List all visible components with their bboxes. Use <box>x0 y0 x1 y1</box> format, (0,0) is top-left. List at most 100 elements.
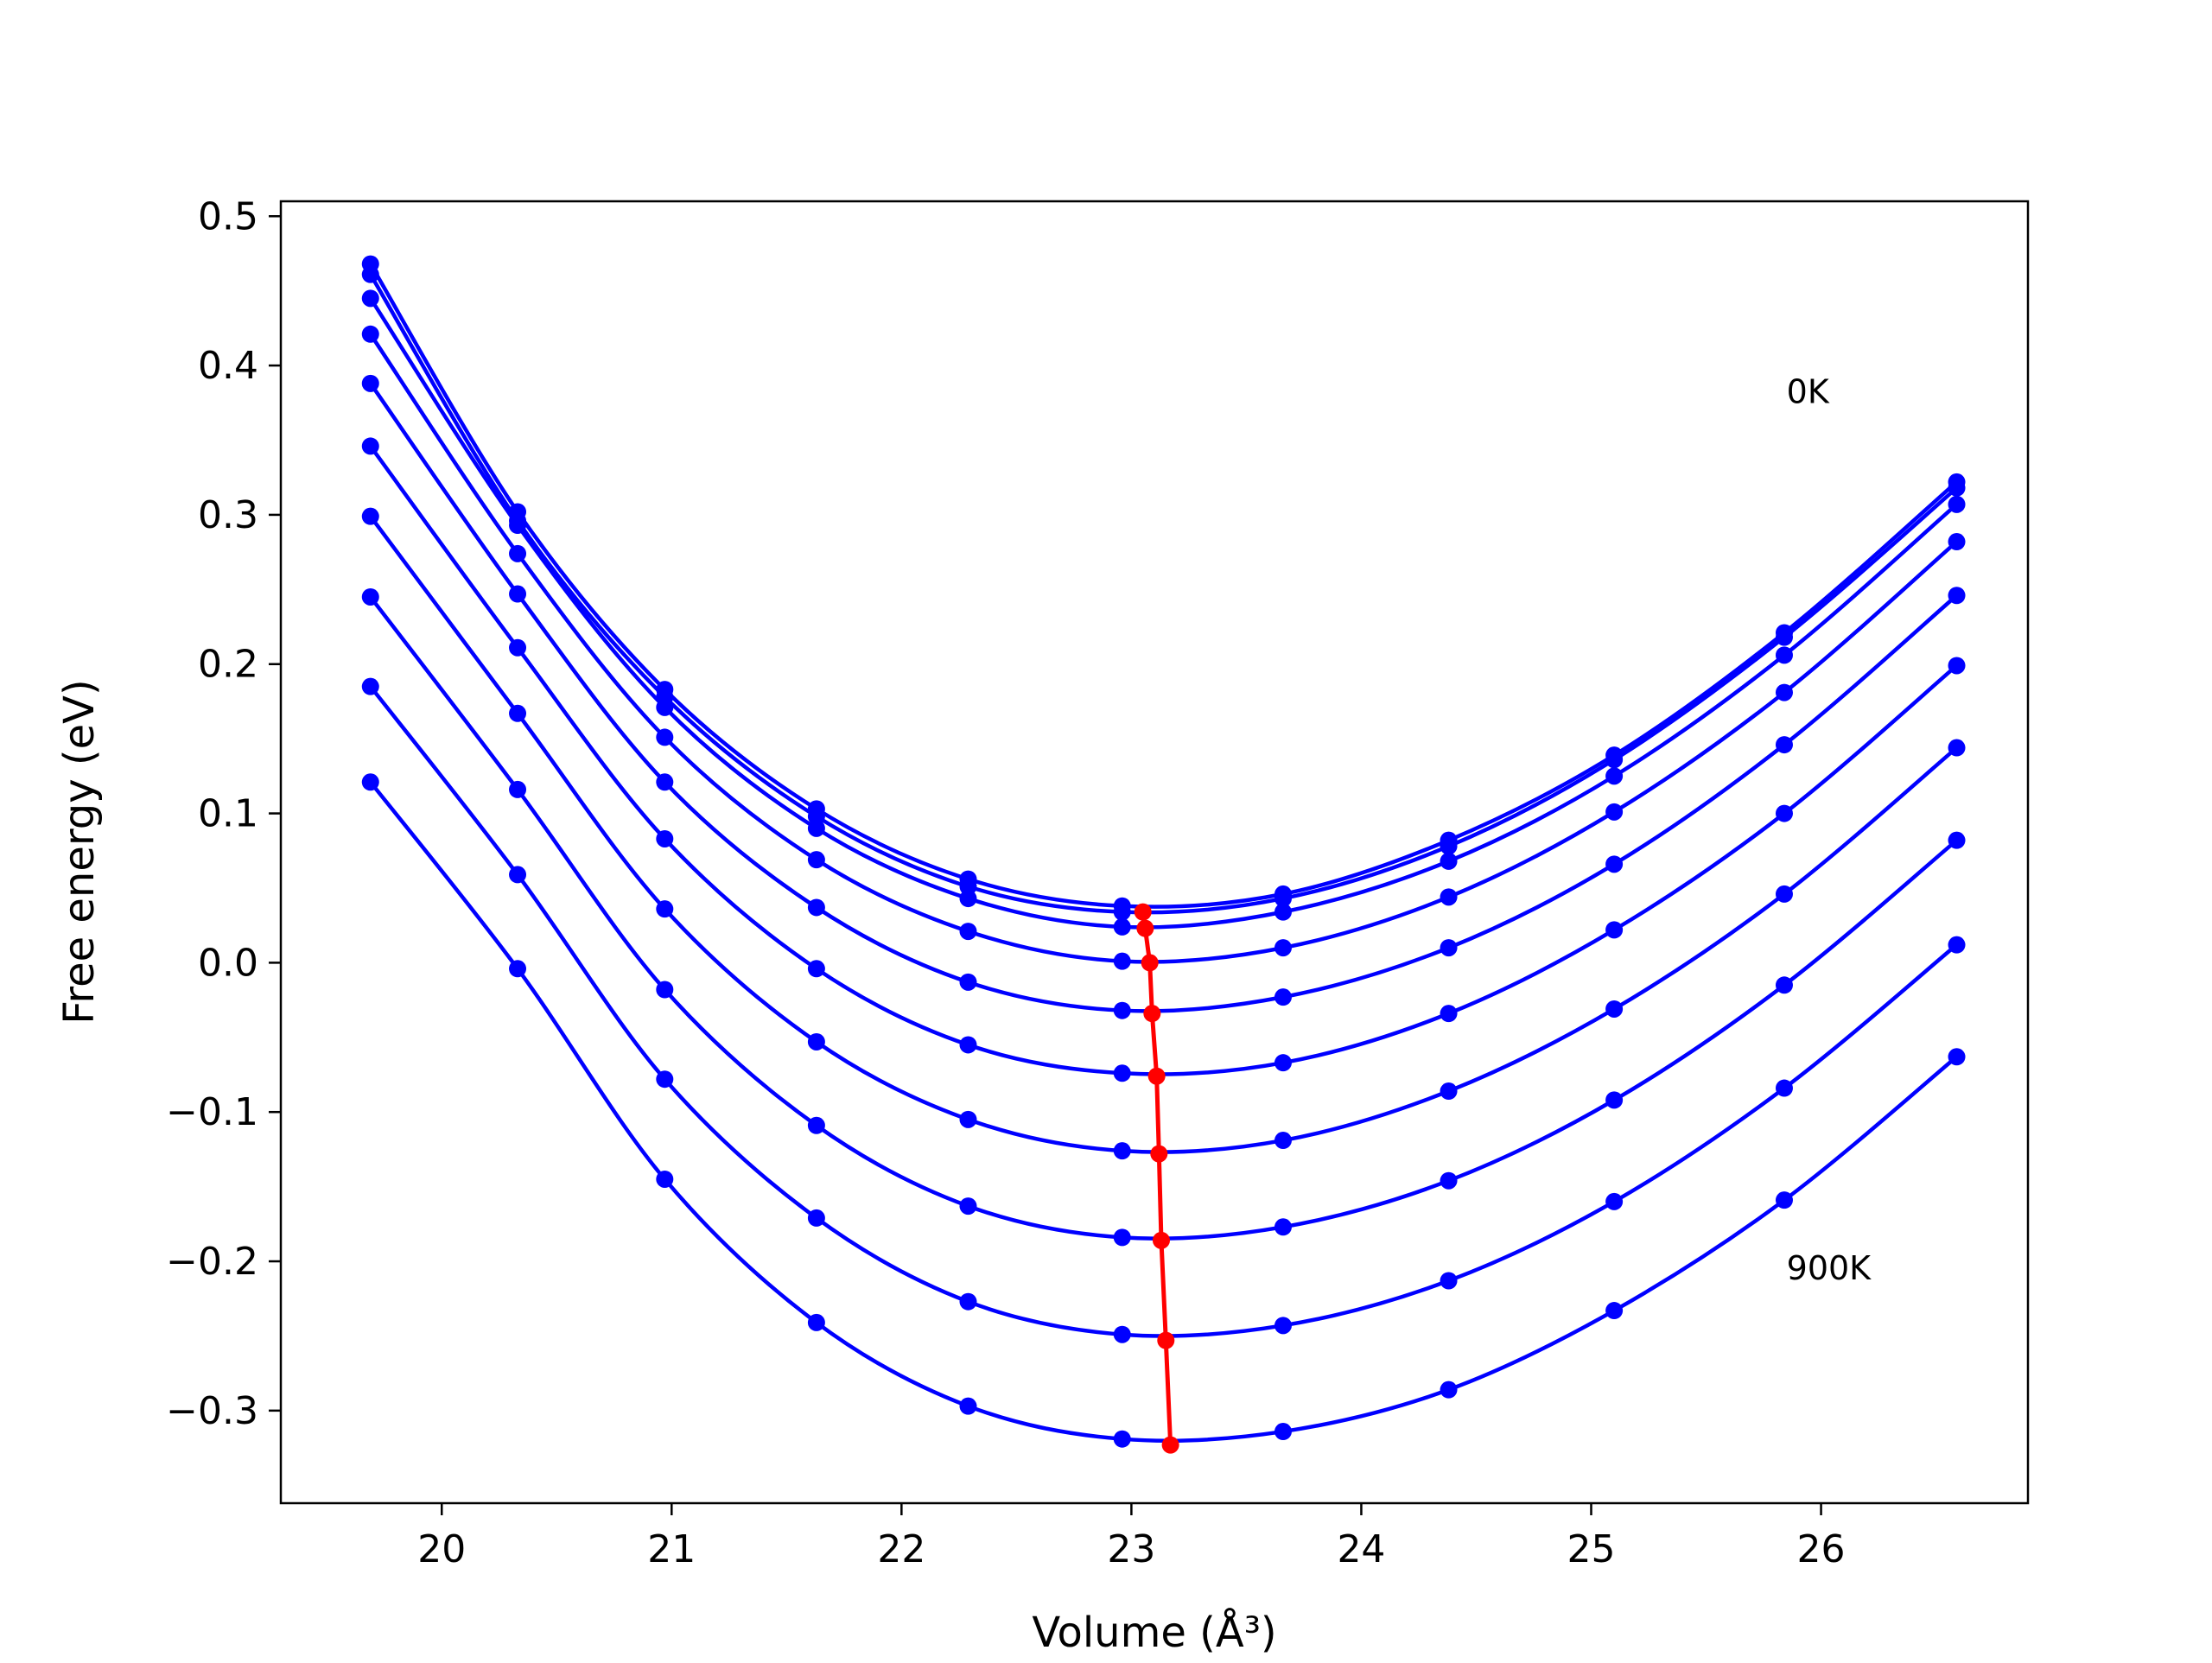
x-tick-label: 20 <box>417 1527 466 1571</box>
series-7 <box>361 587 1966 1247</box>
y-axis: −0.3 −0.2 −0.1 0.0 0.1 0.2 0.3 0.4 0.5 <box>166 194 281 1433</box>
data-point <box>1113 903 1131 921</box>
data-point <box>361 289 379 308</box>
data-point <box>807 819 825 837</box>
data-point <box>1440 1381 1458 1399</box>
minimum-point <box>1150 1145 1168 1163</box>
minimum-point <box>1161 1436 1179 1454</box>
y-tick-label: 0.4 <box>198 344 258 388</box>
minimum-point <box>1147 1067 1166 1085</box>
data-point <box>1274 939 1292 957</box>
y-tick-label: −0.1 <box>166 1090 258 1134</box>
data-point <box>1775 1191 1793 1209</box>
data-point <box>1440 888 1458 906</box>
data-point <box>509 517 527 535</box>
minimum-point <box>1152 1231 1170 1249</box>
data-point <box>361 265 379 283</box>
minimum-point <box>1141 954 1159 972</box>
data-point <box>509 544 527 562</box>
series-9 <box>361 773 1966 1448</box>
y-tick-label: 0.5 <box>198 194 258 238</box>
data-point <box>361 507 379 525</box>
data-point <box>361 773 379 791</box>
data-point <box>807 1032 825 1050</box>
data-point <box>959 1036 977 1054</box>
data-point <box>1113 1142 1131 1160</box>
data-point <box>1440 852 1458 870</box>
data-point <box>656 900 674 918</box>
data-point <box>509 585 527 603</box>
data-point <box>1948 936 1966 954</box>
data-point <box>1775 628 1793 646</box>
data-point <box>1274 1218 1292 1236</box>
y-tick-label: −0.2 <box>166 1240 258 1284</box>
x-tick-label: 25 <box>1567 1527 1616 1571</box>
data-point <box>1948 657 1966 675</box>
annotation-label: 0K <box>1787 372 1830 410</box>
data-point <box>1440 1005 1458 1023</box>
annotations: 0K 900K <box>1787 372 1872 1286</box>
series-5 <box>361 437 1966 1082</box>
data-point <box>1440 939 1458 957</box>
data-point <box>1274 1317 1292 1335</box>
data-point <box>1605 1000 1624 1018</box>
series-8 <box>361 677 1966 1343</box>
data-point <box>1605 751 1624 769</box>
data-point <box>807 808 825 826</box>
data-point <box>509 780 527 798</box>
series-4 <box>361 374 1966 1019</box>
data-point <box>1775 1079 1793 1097</box>
data-point <box>1113 1430 1131 1448</box>
data-point <box>1948 495 1966 513</box>
x-tick-label: 23 <box>1107 1527 1155 1571</box>
y-tick-label: 0.0 <box>198 941 258 985</box>
data-point <box>1605 803 1624 821</box>
data-point <box>959 1292 977 1311</box>
data-point <box>361 677 379 695</box>
series-2 <box>361 289 1966 936</box>
minimum-point <box>1136 919 1154 937</box>
data-point <box>1274 903 1292 921</box>
data-point <box>807 851 825 869</box>
data-point <box>509 866 527 884</box>
data-point <box>1775 976 1793 994</box>
data-point <box>1274 1054 1292 1072</box>
data-point <box>1775 804 1793 822</box>
data-point <box>1440 1171 1458 1190</box>
data-point <box>1440 1272 1458 1290</box>
y-tick-label: −0.3 <box>166 1389 258 1433</box>
data-point <box>1274 1423 1292 1441</box>
data-point <box>807 1116 825 1134</box>
data-point <box>807 1313 825 1331</box>
data-point <box>361 587 379 606</box>
data-point <box>1775 736 1793 754</box>
series-6 <box>361 507 1966 1160</box>
data-point <box>959 1197 977 1216</box>
data-point <box>509 704 527 722</box>
data-point <box>1775 885 1793 903</box>
curves-layer <box>361 255 1966 1448</box>
data-point <box>361 437 379 455</box>
x-tick-label: 24 <box>1337 1527 1385 1571</box>
data-point <box>1274 1132 1292 1150</box>
data-point <box>656 773 674 791</box>
y-tick-label: 0.3 <box>198 493 258 537</box>
x-tick-label: 22 <box>877 1527 925 1571</box>
data-point <box>509 960 527 978</box>
data-point <box>656 829 674 847</box>
y-axis-title: Free energy (eV) <box>55 679 104 1024</box>
data-point <box>1948 831 1966 849</box>
data-point <box>807 898 825 917</box>
x-tick-label: 26 <box>1797 1527 1846 1571</box>
data-point <box>807 1209 825 1227</box>
data-point <box>1113 952 1131 970</box>
data-point <box>1113 1064 1131 1082</box>
data-point <box>1948 533 1966 551</box>
minimum-point <box>1143 1005 1161 1023</box>
data-point <box>656 698 674 716</box>
data-point <box>656 1170 674 1188</box>
data-point <box>959 890 977 908</box>
